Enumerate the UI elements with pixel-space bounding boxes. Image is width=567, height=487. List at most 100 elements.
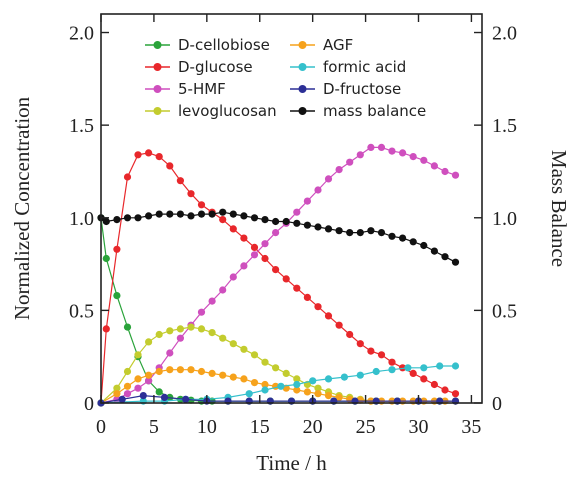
data-point [346, 158, 354, 166]
legend-marker [298, 41, 307, 49]
data-point [309, 377, 317, 385]
series-2 [97, 143, 460, 407]
x-tick-label: 15 [250, 416, 270, 438]
data-point [250, 251, 259, 259]
data-point [441, 386, 449, 394]
data-point [166, 349, 174, 357]
data-point [197, 201, 206, 209]
y-tick-label: 1.0 [69, 208, 94, 230]
data-point [282, 369, 290, 377]
data-point [335, 321, 343, 329]
y2-tick-label: 1.5 [492, 115, 517, 137]
data-point [277, 382, 285, 390]
data-point [166, 210, 174, 218]
data-point [303, 293, 311, 301]
legend-marker [153, 41, 162, 49]
data-point [335, 166, 343, 174]
data-point [441, 167, 449, 176]
legend-item: D-cellobiose [145, 36, 270, 54]
series-1 [97, 149, 460, 407]
data-point [441, 253, 449, 261]
series-7 [97, 208, 460, 266]
data-point [282, 217, 290, 226]
y-axis-label: Normalized Concentration [10, 96, 34, 320]
data-point [219, 208, 227, 216]
data-point [356, 229, 364, 237]
y-tick-label: 0 [84, 393, 94, 415]
data-point [372, 367, 380, 376]
data-point [187, 323, 195, 331]
y-tick-label: 0.5 [69, 300, 94, 322]
data-point [166, 162, 174, 170]
data-point [102, 325, 110, 333]
data-point [113, 390, 121, 398]
data-point [208, 329, 216, 337]
data-point [176, 210, 184, 218]
x-tick-label: 25 [356, 416, 376, 438]
data-point [272, 229, 280, 237]
legend-label: mass balance [323, 102, 426, 120]
data-point [208, 297, 216, 305]
data-point [367, 143, 375, 151]
x-tick-label: 0 [96, 416, 106, 438]
data-point [261, 254, 269, 263]
data-point [219, 371, 227, 379]
y-tick-label: 1.5 [69, 115, 94, 137]
data-point [176, 334, 184, 342]
data-point [324, 375, 333, 383]
data-point [261, 216, 269, 224]
data-point [219, 216, 227, 224]
data-point [388, 358, 396, 366]
data-point [367, 347, 375, 355]
data-point [102, 217, 110, 226]
data-point [314, 303, 322, 311]
x-tick-label: 10 [197, 416, 217, 438]
data-point [451, 171, 460, 179]
data-point [272, 364, 280, 372]
data-point [113, 216, 121, 224]
x-axis-label: Time / h [256, 451, 327, 475]
data-point [187, 212, 195, 220]
data-point [250, 351, 259, 359]
data-point [409, 153, 417, 161]
legend-marker [298, 63, 307, 71]
legend: D-cellobiose AGF D-glucose formic acid 5-HMF… [145, 36, 426, 120]
data-point [399, 364, 407, 372]
data-point [377, 143, 386, 151]
data-point [123, 367, 132, 376]
data-point [134, 384, 142, 392]
data-point [451, 362, 460, 370]
data-point [282, 275, 290, 283]
data-point [388, 366, 396, 374]
data-point [293, 284, 301, 292]
data-point [356, 151, 364, 159]
data-point [250, 243, 259, 251]
data-point [208, 210, 216, 218]
data-point [134, 151, 142, 159]
data-point [229, 273, 237, 281]
data-point [314, 223, 322, 231]
data-point [324, 312, 333, 320]
data-point [272, 266, 280, 274]
x-tick-label: 30 [409, 416, 429, 438]
y2-axis-label: Mass Balance [547, 150, 567, 267]
data-point [261, 240, 269, 248]
data-point [293, 375, 301, 383]
data-point [314, 186, 322, 194]
data-point [240, 375, 248, 383]
series-line [100, 146, 456, 404]
data-point [182, 395, 190, 403]
data-point [229, 373, 237, 381]
data-point [176, 366, 184, 374]
data-point [219, 286, 227, 294]
legend-marker [153, 85, 162, 93]
data-point [229, 210, 237, 218]
data-point [314, 384, 322, 392]
data-point [187, 366, 195, 374]
data-point [451, 258, 460, 266]
data-point [324, 175, 333, 183]
data-point [377, 229, 386, 237]
data-point [324, 392, 333, 400]
data-point [356, 340, 364, 348]
